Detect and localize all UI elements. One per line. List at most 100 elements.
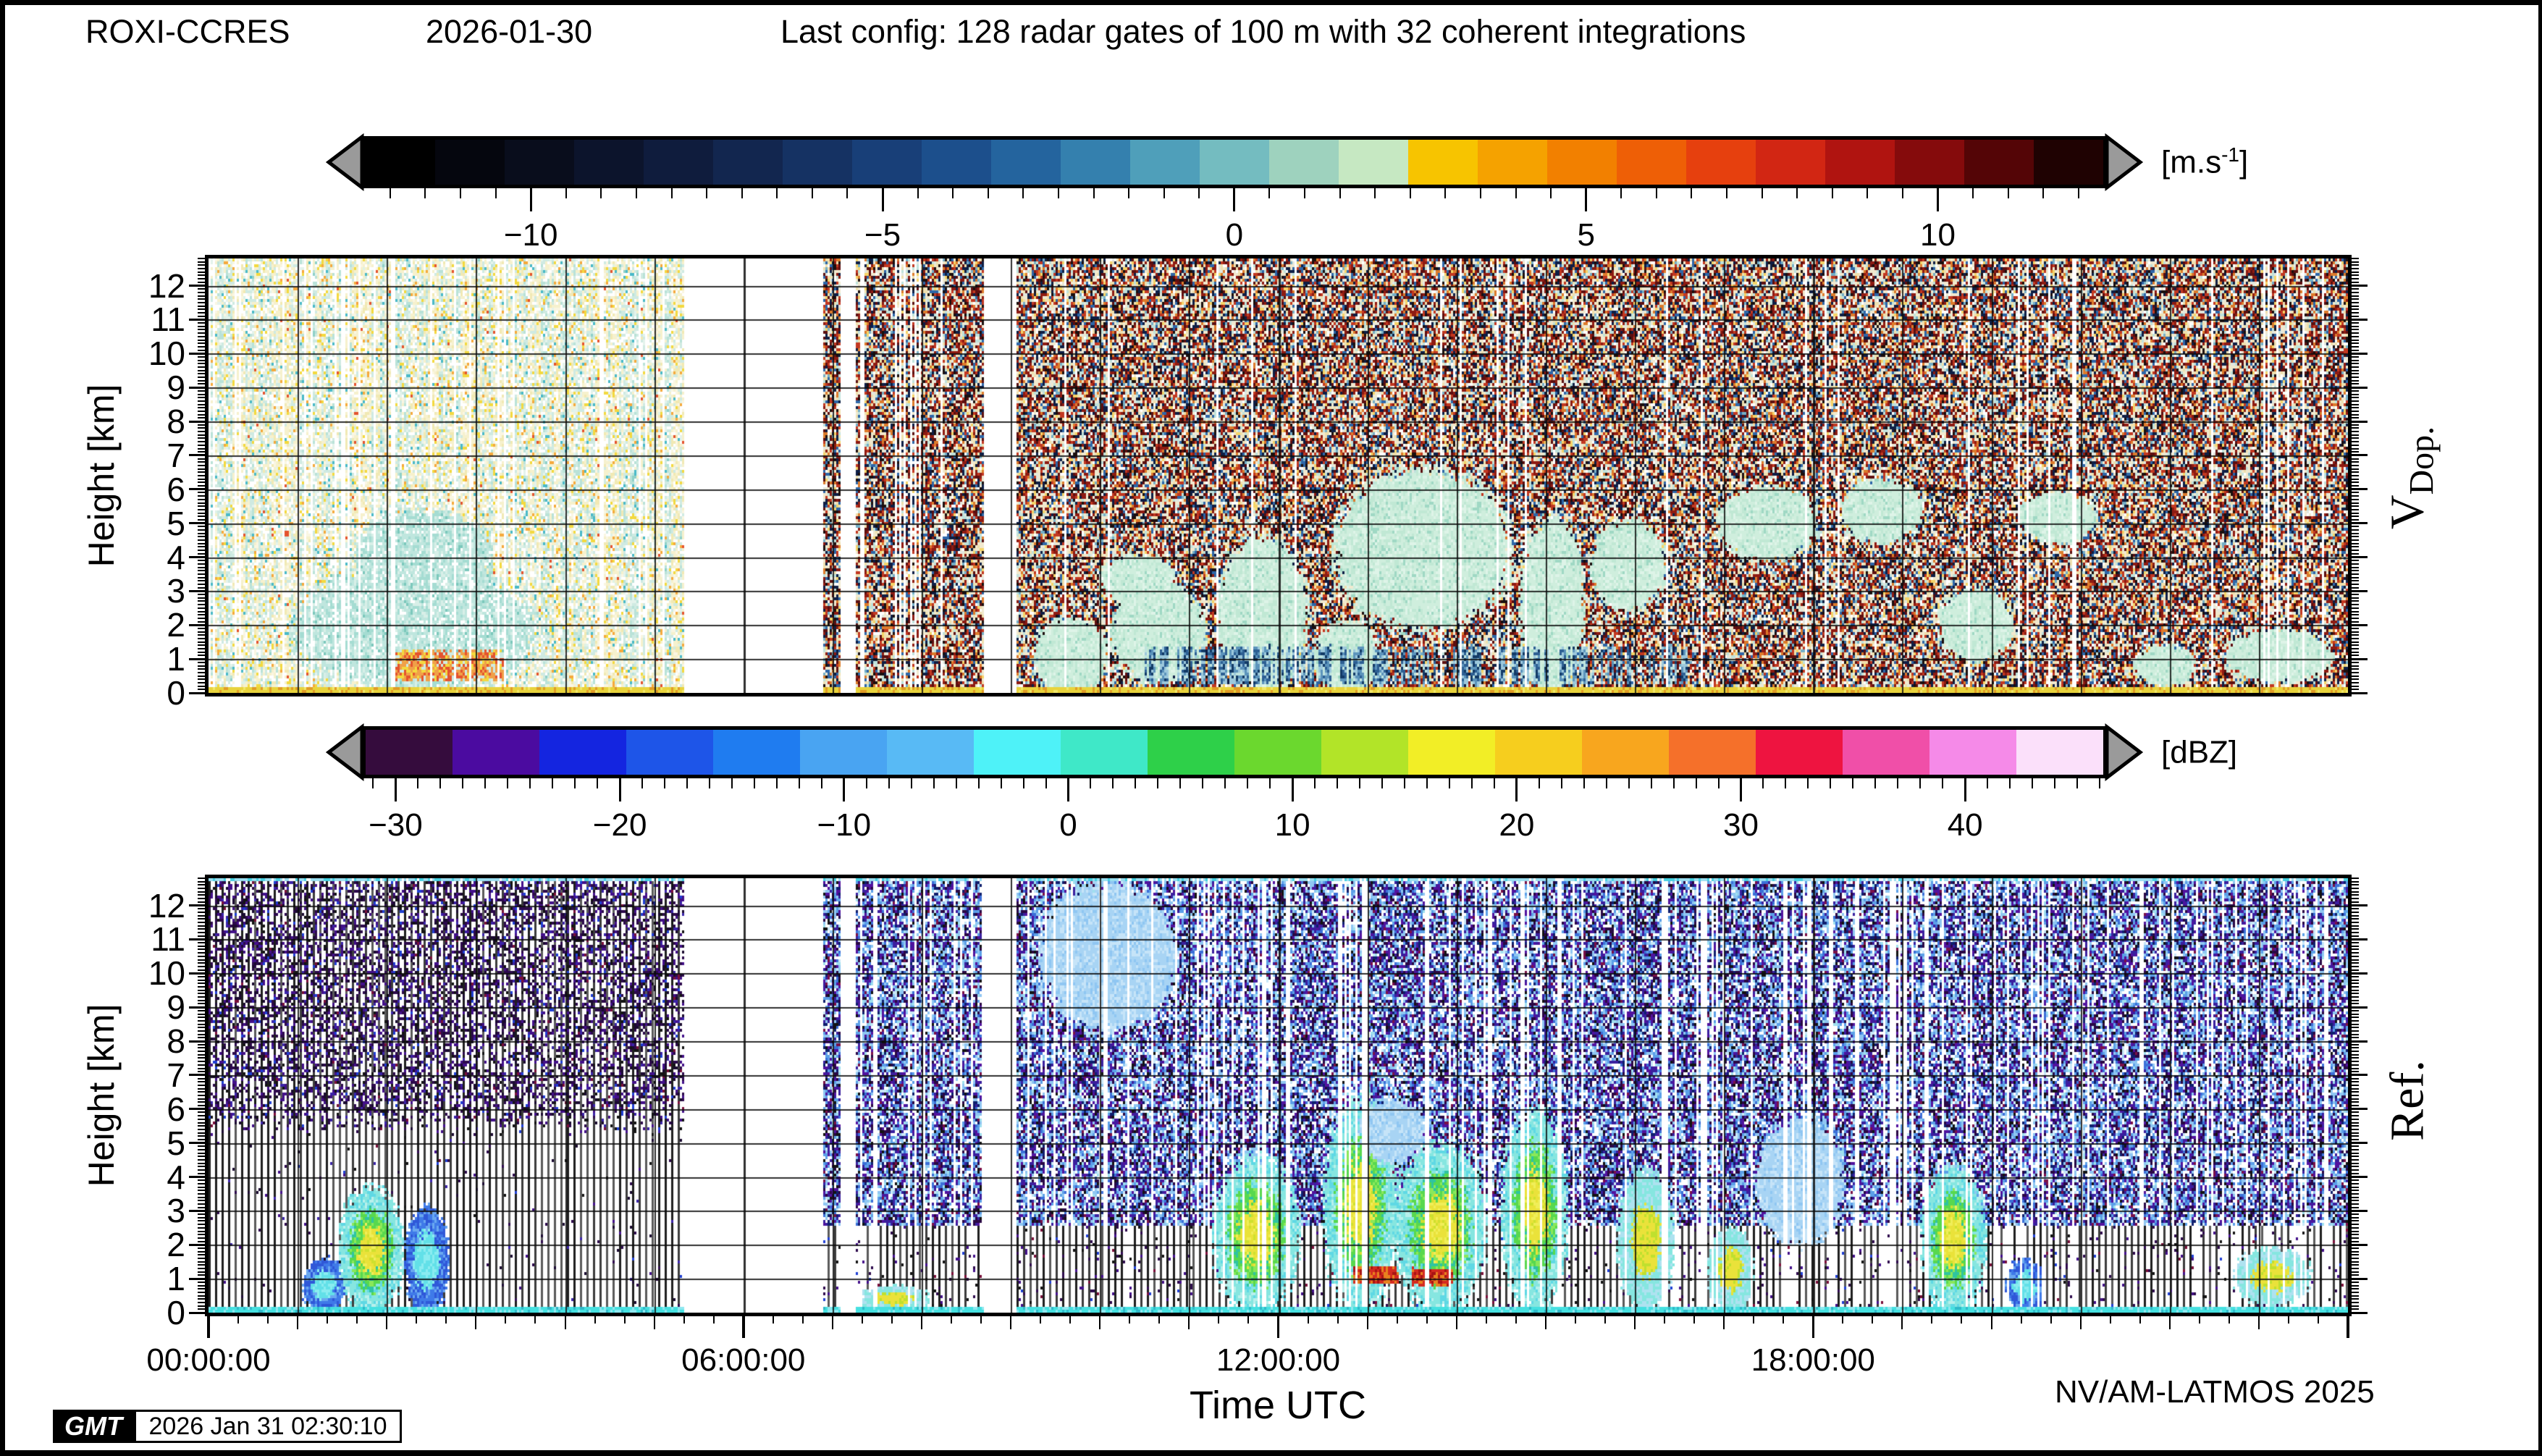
yaxis-tick — [198, 979, 205, 981]
yaxis-tick — [198, 1234, 205, 1236]
yaxis-tick — [198, 1023, 205, 1025]
date-label: 2026-01-30 — [426, 13, 593, 50]
colorbar-minor-tick — [1897, 778, 1899, 788]
colorbar-minor-tick — [1163, 188, 1165, 198]
yaxis-tick-right — [2352, 1159, 2359, 1161]
yaxis-tick-right — [2352, 668, 2359, 670]
colorbar-minor-tick — [1874, 778, 1877, 788]
yaxis-tick-right — [2352, 982, 2359, 985]
yaxis-tick — [198, 403, 205, 405]
yaxis-tick-right — [2352, 400, 2359, 402]
xaxis-tick — [1396, 1316, 1398, 1324]
yaxis-tick-right — [2352, 1305, 2359, 1307]
yaxis-tick-right — [2352, 1179, 2359, 1182]
yaxis-tick — [198, 550, 205, 552]
yaxis-tick — [198, 901, 205, 903]
xaxis-tick — [653, 1316, 655, 1329]
yaxis-tick-right — [2352, 911, 2359, 913]
yaxis-tick-right — [2352, 1098, 2359, 1100]
yaxis-tick — [198, 539, 205, 542]
yaxis-tick-right — [2352, 471, 2359, 474]
xaxis-tick — [2050, 1316, 2052, 1324]
yaxis-tick-right — [2352, 556, 2368, 558]
xaxis-tick — [2109, 1316, 2111, 1324]
colorbar-arrow-icon — [2105, 132, 2144, 192]
xaxis-tick — [980, 1316, 982, 1324]
station-name: ROXI-CCRES — [85, 13, 290, 50]
yaxis-tick — [198, 427, 205, 429]
yaxis-tick-right — [2352, 1213, 2359, 1216]
yaxis-tick-label: 1 — [167, 1260, 185, 1298]
yaxis-tick — [198, 502, 205, 504]
yaxis-tick-right — [2352, 610, 2359, 613]
yaxis-tick-right — [2352, 475, 2359, 476]
yaxis-tick-label: 7 — [167, 436, 185, 474]
colorbar-major-tick — [843, 778, 846, 801]
yaxis-tick-right — [2352, 1166, 2359, 1168]
colorbar-minor-tick — [1374, 188, 1376, 198]
yaxis-tick-right — [2352, 410, 2359, 412]
yaxis-tick — [198, 891, 205, 893]
yaxis-tick-right — [2352, 339, 2359, 341]
xaxis-tick — [1961, 1316, 1963, 1324]
yaxis-tick-right — [2352, 454, 2368, 457]
yaxis-tick — [189, 1108, 205, 1111]
yaxis-tick-right — [2352, 332, 2359, 334]
yaxis-tick — [198, 1135, 205, 1137]
yaxis-tick — [198, 1095, 205, 1096]
yaxis-tick-right — [2352, 1172, 2359, 1174]
yaxis-tick — [198, 366, 205, 368]
yaxis-tick-right — [2352, 502, 2359, 504]
colorbar-minor-tick — [1655, 188, 1657, 198]
yaxis-tick — [198, 410, 205, 412]
yaxis-tick-right — [2352, 1033, 2359, 1035]
yaxis-tick-label: 9 — [167, 988, 185, 1027]
colorbar-minor-tick — [2007, 188, 2009, 198]
yaxis-tick-right — [2352, 1268, 2359, 1270]
yaxis-tick-right — [2352, 878, 2359, 879]
colorbar-minor-tick — [977, 778, 980, 788]
yaxis-tick-right — [2352, 1298, 2359, 1300]
yaxis-tick-right — [2352, 996, 2359, 998]
yaxis-tick-right — [2352, 1061, 2359, 1063]
yaxis-tick — [198, 638, 205, 639]
colorbar-tick-label: 10 — [1274, 807, 1310, 843]
yaxis-tick-right — [2352, 1250, 2359, 1253]
yaxis-tick — [198, 566, 205, 568]
yaxis-tick-right — [2352, 952, 2359, 954]
yaxis-tick-right — [2352, 648, 2359, 650]
yaxis-tick-right — [2352, 536, 2359, 538]
yaxis-tick-label: 6 — [167, 470, 185, 508]
yaxis-tick — [189, 1209, 205, 1212]
yaxis-tick — [198, 1138, 205, 1140]
yaxis-tick-right — [2352, 1291, 2359, 1293]
yaxis-tick — [198, 542, 205, 544]
yaxis-tick-label: 3 — [167, 1192, 185, 1230]
yaxis-tick-right — [2352, 1243, 2368, 1246]
colorbar-minor-tick — [641, 778, 644, 788]
colorbar-minor-tick — [952, 188, 954, 198]
yaxis-tick — [198, 431, 205, 433]
colorbar-minor-tick — [1650, 778, 1652, 788]
yaxis-tick — [198, 355, 205, 358]
colorbar-minor-tick — [1726, 188, 1728, 198]
yaxis-tick-right — [2352, 268, 2359, 270]
colorbar-minor-tick — [910, 778, 912, 788]
yaxis-tick-right — [2352, 600, 2359, 602]
xaxis-tick — [1129, 1316, 1131, 1324]
yaxis-tick-right — [2352, 274, 2359, 277]
yaxis-tick — [198, 911, 205, 913]
colorbar-minor-tick — [1942, 778, 1944, 788]
yaxis-tick — [198, 627, 205, 629]
yaxis-tick-right — [2352, 607, 2359, 609]
colorbar-minor-tick — [670, 188, 673, 198]
yaxis-tick-right — [2352, 498, 2359, 500]
yaxis-tick — [198, 914, 205, 917]
colorbar-minor-tick — [1785, 778, 1787, 788]
yaxis-tick — [198, 312, 205, 313]
yaxis-tick — [198, 1192, 205, 1195]
yaxis-tick — [198, 441, 205, 443]
panel-ref-heatmap — [209, 878, 2348, 1313]
yaxis-tick-right — [2352, 631, 2359, 633]
